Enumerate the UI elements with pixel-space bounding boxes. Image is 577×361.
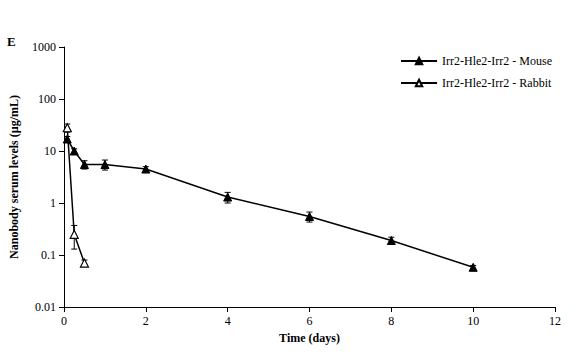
svg-text:E: E bbox=[7, 34, 16, 49]
svg-text:0.1: 0.1 bbox=[41, 248, 56, 262]
svg-text:12: 12 bbox=[549, 314, 561, 328]
svg-text:Nanobody serum levels (µg/mL): Nanobody serum levels (µg/mL) bbox=[7, 95, 21, 259]
svg-text:Irr2-Hle2-Irr2 - Mouse: Irr2-Hle2-Irr2 - Mouse bbox=[442, 54, 552, 68]
svg-text:4: 4 bbox=[225, 314, 231, 328]
svg-text:100: 100 bbox=[38, 92, 56, 106]
svg-text:10: 10 bbox=[44, 144, 56, 158]
svg-text:1000: 1000 bbox=[32, 40, 56, 54]
svg-text:Irr2-Hle2-Irr2 - Rabbit: Irr2-Hle2-Irr2 - Rabbit bbox=[442, 76, 552, 90]
svg-text:0.01: 0.01 bbox=[35, 300, 56, 314]
svg-text:Time (days): Time (days) bbox=[279, 331, 340, 345]
svg-text:8: 8 bbox=[388, 314, 394, 328]
svg-text:0: 0 bbox=[61, 314, 67, 328]
svg-text:6: 6 bbox=[307, 314, 313, 328]
svg-text:2: 2 bbox=[143, 314, 149, 328]
svg-text:10: 10 bbox=[467, 314, 479, 328]
svg-text:1: 1 bbox=[50, 196, 56, 210]
